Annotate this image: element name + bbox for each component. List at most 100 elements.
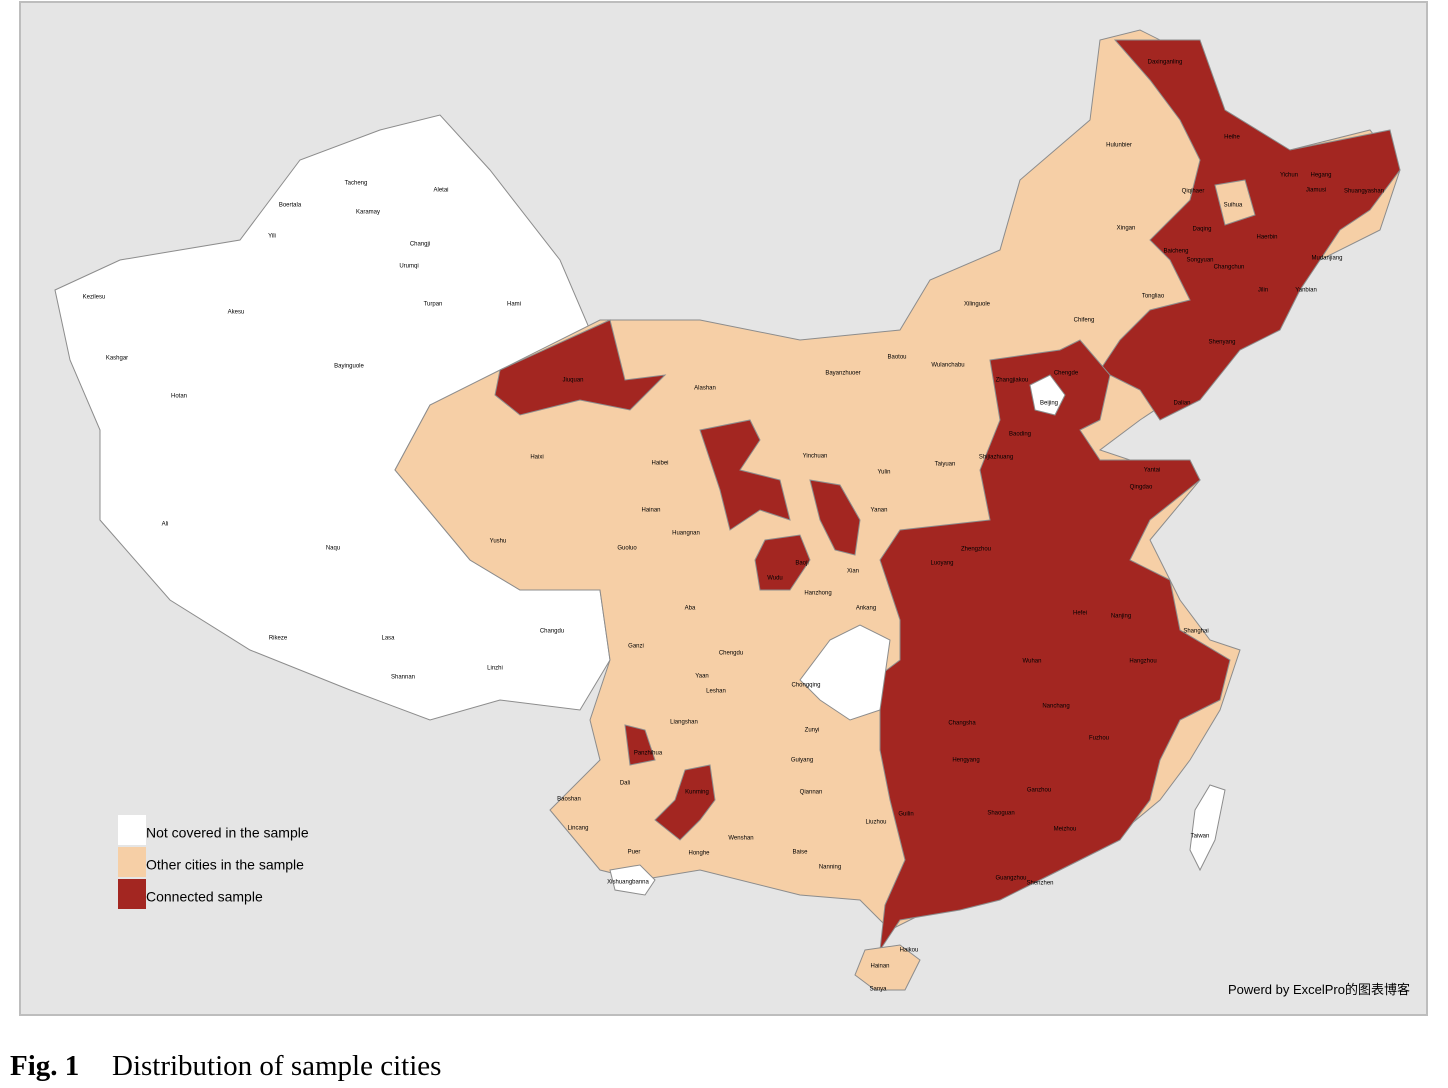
city-label: Xilinguole (964, 302, 991, 308)
city-label: Urumqi (399, 264, 418, 270)
city-label: Yulin (877, 470, 890, 476)
credit: Powerd by ExcelPro的图表博客 (1228, 982, 1410, 997)
region-other (1214, 179, 1256, 226)
city-label: Wulanchabu (931, 363, 964, 369)
city-label: Mudanjiang (1311, 256, 1342, 262)
city-label: Shannan (391, 675, 415, 681)
city-labels: Tacheng Aletai Boertala Karamay Yili Changji U… (83, 60, 1384, 993)
city-label: Luoyang (930, 561, 953, 567)
city-label: Shuangyashan (1344, 189, 1384, 195)
caption-text: Distribution of sample cities (112, 1050, 441, 1082)
city-label: Jiamusi (1306, 188, 1326, 194)
city-label: Baoshan (557, 797, 581, 803)
city-label: Hulunbier (1106, 143, 1132, 149)
city-label: Nanjing (1111, 614, 1131, 620)
legend-label: Other cities in the sample (146, 857, 304, 873)
legend-label: Not covered in the sample (146, 825, 309, 841)
city-label: Baoding (1009, 432, 1031, 438)
city-label: Sanya (869, 987, 887, 993)
city-label: Taiyuan (935, 462, 956, 468)
city-label: Alashan (694, 386, 716, 392)
city-label: Hefei (1073, 611, 1087, 617)
city-label: Haixi (530, 455, 543, 461)
city-label: Changsha (948, 721, 976, 727)
city-label: Haikou (900, 948, 919, 954)
city-label: Heihe (1224, 135, 1240, 141)
city-label: Beijing (1040, 401, 1058, 407)
city-label: Guangzhou (995, 876, 1026, 882)
city-label: Lincang (567, 826, 588, 832)
city-label: Lasa (381, 636, 395, 642)
city-label: Chengde (1054, 371, 1079, 377)
city-label: Ankang (856, 606, 876, 612)
city-label: Linzhi (487, 666, 503, 672)
city-label: Jilin (1258, 288, 1268, 294)
city-label: Wenshan (728, 836, 753, 842)
region-not-covered (799, 624, 891, 721)
city-label: Dalian (1173, 401, 1190, 407)
city-label: Hainan (641, 508, 660, 514)
legend: Not covered in the sample Other cities in… (118, 815, 309, 909)
city-label: Yili (268, 234, 276, 240)
region-connected (859, 339, 1231, 951)
region-not-covered (1189, 784, 1226, 872)
city-label: Hotan (171, 394, 187, 400)
city-label: Kashgar (106, 356, 128, 362)
city-label: Xian (847, 569, 859, 575)
city-label: Bayinguole (334, 364, 364, 370)
city-label: Yushu (490, 539, 507, 545)
legend-swatch (118, 847, 146, 877)
city-label: Aletai (433, 188, 448, 194)
city-label: Qiannan (800, 790, 823, 796)
city-label: Changdu (540, 629, 564, 635)
city-label: Guiyang (791, 758, 813, 764)
region-connected (809, 479, 861, 556)
city-label: Honghe (688, 851, 710, 857)
city-label: Fuzhou (1089, 736, 1109, 742)
city-label: Zhangjiakou (996, 378, 1029, 384)
city-label: Boertala (279, 203, 302, 209)
city-label: Songyuan (1186, 258, 1213, 264)
city-label: Wuhan (1023, 659, 1042, 665)
city-label: Tongliao (1142, 294, 1165, 300)
city-label: Yaan (695, 674, 709, 680)
city-label: Baoji (795, 561, 808, 567)
city-label: Hami (507, 302, 521, 308)
city-label: Chongqing (791, 683, 820, 689)
region-connected (1099, 39, 1401, 421)
city-label: Liuzhou (865, 820, 886, 826)
city-label: Kezilesu (83, 295, 106, 301)
city-label: Hengyang (952, 758, 979, 764)
city-label: Shenzhen (1026, 881, 1053, 887)
city-label: Hegang (1310, 173, 1331, 179)
city-label: Baise (792, 850, 808, 856)
city-label: Meizhou (1054, 827, 1077, 833)
city-label: Akesu (228, 310, 245, 316)
region-other (854, 944, 921, 991)
city-label: Ganzhou (1027, 788, 1051, 794)
city-label: Jiuquan (562, 378, 583, 384)
city-label: Tacheng (345, 181, 368, 187)
city-label: Wudu (767, 576, 783, 582)
city-label: Karamay (356, 210, 380, 216)
legend-label: Connected sample (146, 889, 263, 905)
city-label: Turpan (424, 302, 443, 308)
region-connected (754, 534, 811, 591)
city-label: Naqu (326, 546, 340, 552)
city-label: Ali (162, 522, 169, 528)
city-label: Yichun (1280, 173, 1298, 179)
city-label: Chifeng (1074, 318, 1095, 324)
city-label: Qiqihaer (1182, 189, 1205, 195)
region-not-covered (1029, 374, 1066, 416)
city-label: Shijiazhuang (979, 455, 1013, 461)
region-connected (494, 319, 667, 416)
city-label: Leshan (706, 689, 726, 695)
city-label: Huangnan (672, 531, 700, 537)
city-label: Bayanzhuoer (825, 371, 860, 377)
legend-swatch (118, 879, 146, 909)
city-label: Haibei (651, 461, 668, 467)
region-connected (699, 419, 791, 531)
city-label: Qingdao (1130, 485, 1153, 491)
